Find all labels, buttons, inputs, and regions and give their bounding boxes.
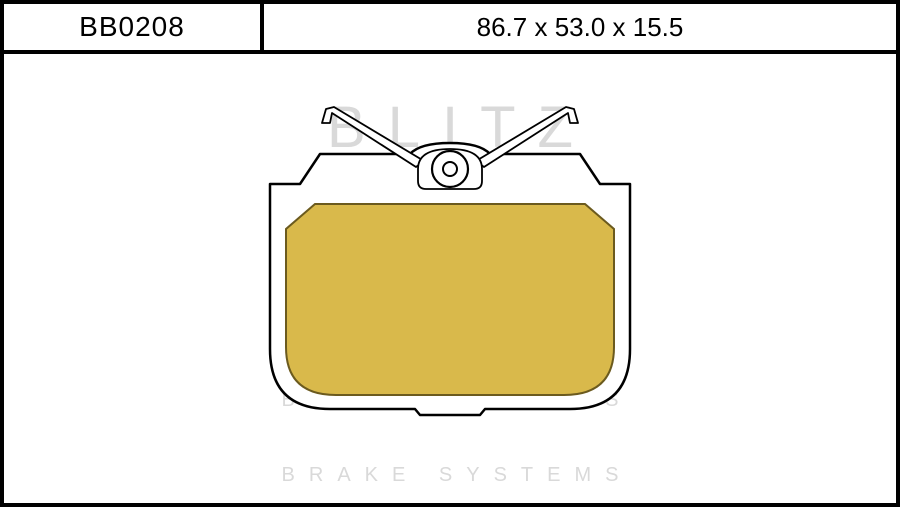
- brake-pad-diagram: [210, 89, 690, 469]
- friction-pad: [286, 204, 614, 395]
- part-number-cell: BB0208: [4, 4, 264, 50]
- drawing-canvas: BLITZ BRAKE SYSTEMS BLITZ BRAKE SYSTEMS …: [4, 54, 896, 503]
- part-number: BB0208: [79, 11, 185, 43]
- header-row: BB0208 86.7 x 53.0 x 15.5: [4, 4, 896, 54]
- dimensions-cell: 86.7 x 53.0 x 15.5: [264, 4, 896, 50]
- outer-frame: BB0208 86.7 x 53.0 x 15.5 BLITZ BRAKE SY…: [0, 0, 900, 507]
- dimensions: 86.7 x 53.0 x 15.5: [477, 12, 684, 43]
- clip-pin-inner: [443, 162, 457, 176]
